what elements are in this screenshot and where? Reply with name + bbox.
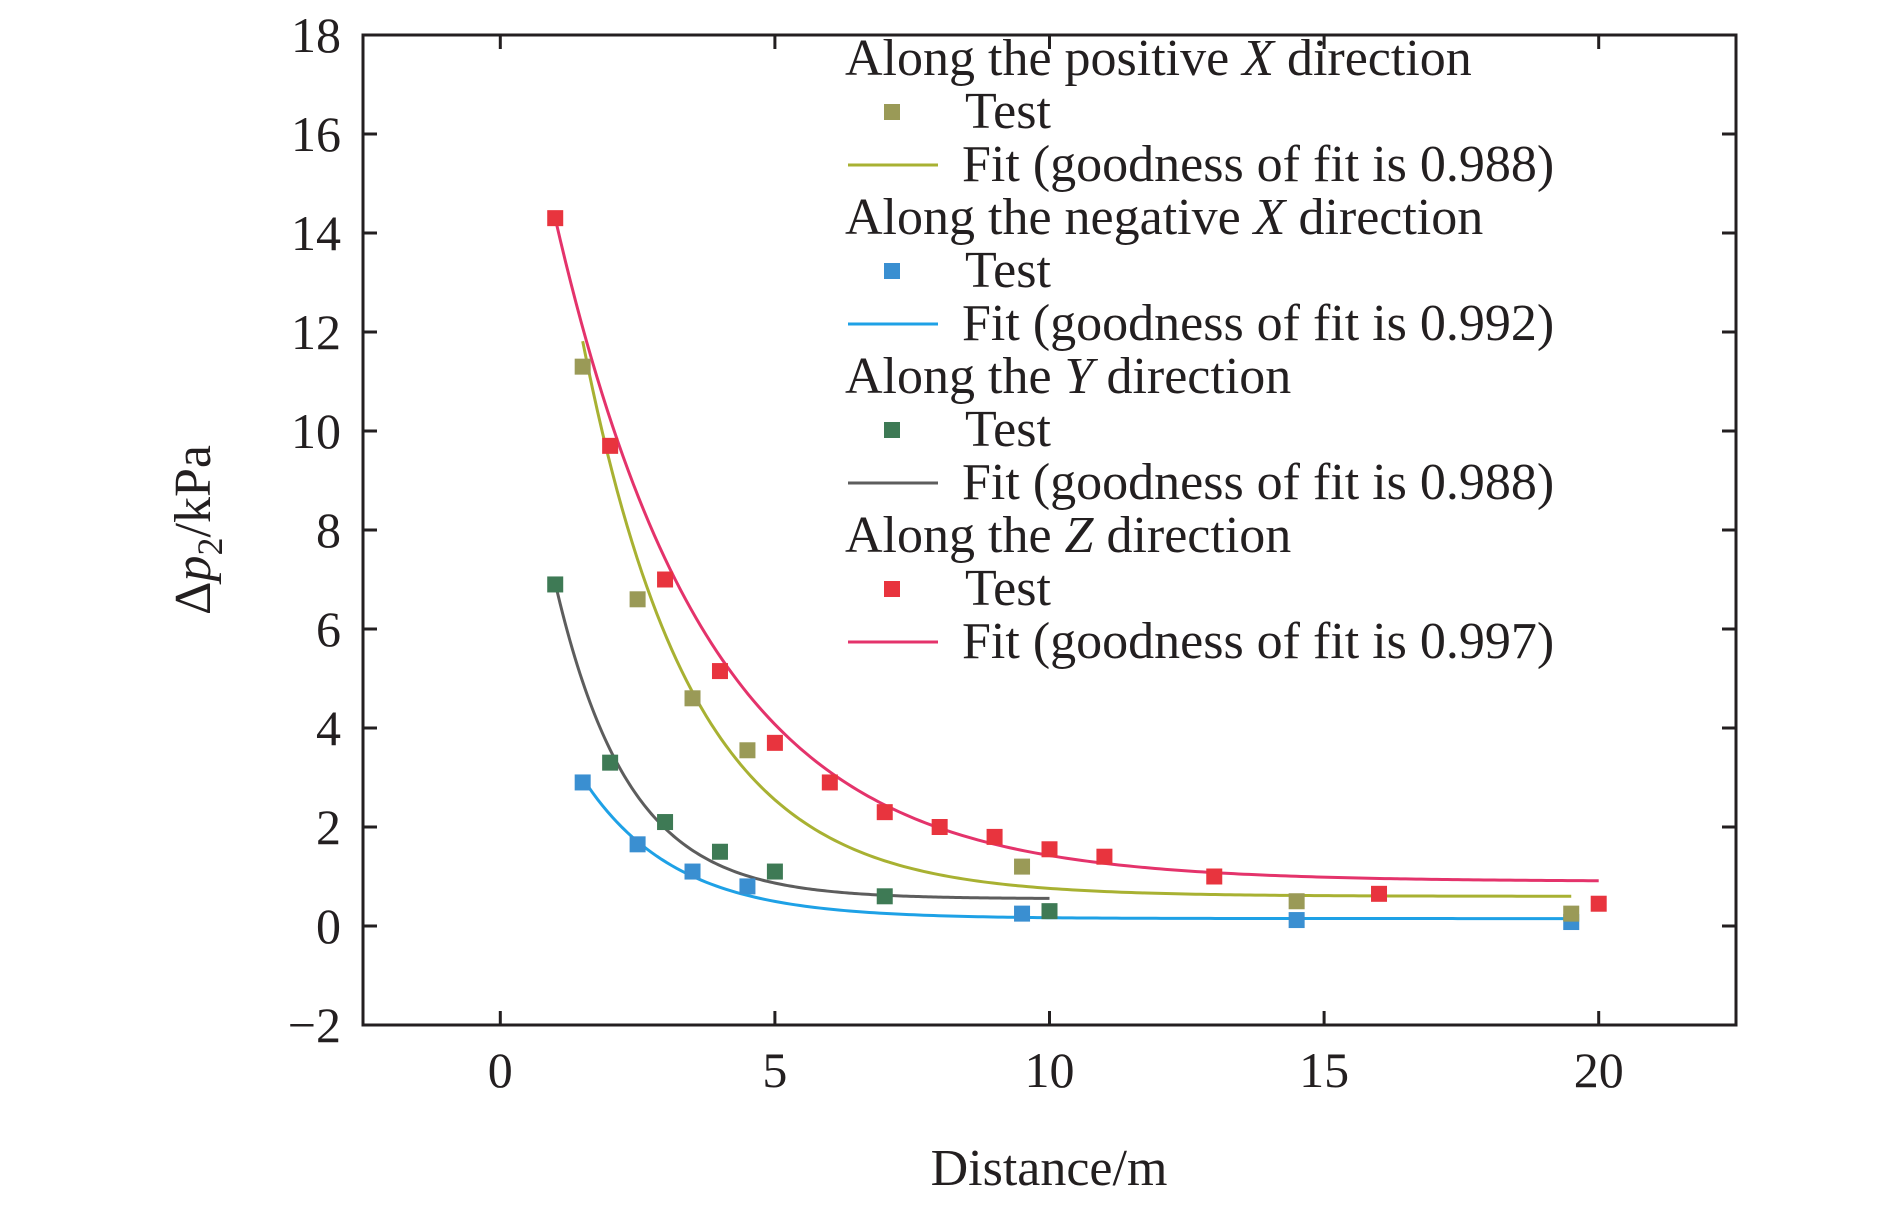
fit-line-series-4 bbox=[553, 218, 1599, 883]
test-point-series-4 bbox=[711, 663, 728, 680]
y-tick-label: 4 bbox=[316, 700, 341, 756]
y-tick-label: 2 bbox=[316, 799, 341, 855]
test-point-series-2 bbox=[1288, 912, 1305, 929]
axis-ticks bbox=[363, 33, 1736, 1027]
legend-heading-post: direction bbox=[1285, 189, 1483, 246]
y-axis-title-delta: Δ bbox=[165, 582, 222, 615]
x-tick-label: 0 bbox=[488, 1042, 513, 1098]
y-tick-label: 16 bbox=[291, 106, 341, 162]
test-point-series-1 bbox=[1014, 858, 1031, 875]
test-point-series-1 bbox=[574, 358, 591, 375]
test-point-series-3 bbox=[547, 576, 564, 593]
test-point-series-4 bbox=[821, 774, 838, 791]
test-point-series-4 bbox=[547, 210, 564, 227]
legend-heading-pre: Along the bbox=[845, 507, 1065, 564]
legend-heading-post: direction bbox=[1093, 348, 1291, 405]
test-point-series-2 bbox=[629, 836, 646, 853]
x-axis-title: Distance/m bbox=[931, 1140, 1168, 1197]
legend-heading-axis: Y bbox=[1065, 348, 1099, 405]
legend-heading-post: direction bbox=[1093, 507, 1291, 564]
legend-heading-pre: Along the bbox=[845, 348, 1065, 405]
test-point-series-4 bbox=[657, 571, 674, 588]
legend-test-marker-series-2 bbox=[884, 263, 900, 279]
test-point-series-4 bbox=[602, 437, 619, 454]
test-point-series-3 bbox=[711, 843, 728, 860]
legend-fit-label-series-2: Fit (goodness of fit is 0.992) bbox=[962, 295, 1554, 352]
y-tick-label: 0 bbox=[316, 898, 341, 954]
legend-test-marker-series-4 bbox=[884, 581, 900, 597]
test-point-series-1 bbox=[1288, 893, 1305, 910]
test-point-series-4 bbox=[986, 828, 1003, 845]
test-point-series-1 bbox=[684, 690, 701, 707]
legend-heading-series-2: Along the negative X direction bbox=[845, 189, 1483, 246]
y-tick-label: 8 bbox=[316, 502, 341, 558]
test-point-series-1 bbox=[1563, 905, 1580, 922]
legend-heading-axis: X bbox=[1252, 189, 1288, 246]
x-tick-label: 15 bbox=[1299, 1042, 1349, 1098]
fit-line-series-2 bbox=[581, 777, 1572, 921]
legend-fit-label-series-4: Fit (goodness of fit is 0.997) bbox=[962, 613, 1554, 670]
fit-line-series-1 bbox=[581, 340, 1572, 898]
legend-heading-series-1: Along the positive X direction bbox=[845, 30, 1472, 87]
y-axis-title-unit: /kPa bbox=[165, 445, 222, 537]
y-tick-label: 14 bbox=[291, 205, 341, 261]
y-tick-label: −2 bbox=[288, 997, 341, 1053]
test-point-series-4 bbox=[766, 734, 783, 751]
fit-curves bbox=[553, 218, 1599, 921]
legend-test-label-series-2: Test bbox=[965, 242, 1051, 299]
test-point-series-1 bbox=[739, 742, 756, 759]
legend-heading-post: direction bbox=[1274, 30, 1472, 87]
legend-fit-label-series-3: Fit (goodness of fit is 0.988) bbox=[962, 454, 1554, 511]
test-point-series-3 bbox=[602, 754, 619, 771]
x-tick-label: 20 bbox=[1574, 1042, 1624, 1098]
test-point-series-4 bbox=[1590, 895, 1607, 912]
legend-test-label-series-1: Test bbox=[965, 83, 1051, 140]
test-point-series-4 bbox=[931, 819, 948, 835]
legend-test-label-series-4: Test bbox=[965, 560, 1051, 617]
test-point-series-4 bbox=[1371, 885, 1388, 902]
test-point-series-4 bbox=[1096, 848, 1113, 865]
test-point-series-2 bbox=[574, 774, 591, 791]
y-tick-label: 12 bbox=[291, 304, 341, 360]
test-point-series-3 bbox=[657, 814, 674, 831]
test-point-series-1 bbox=[629, 591, 646, 608]
x-tick-label: 10 bbox=[1025, 1042, 1075, 1098]
legend-heading-pre: Along the negative bbox=[845, 189, 1254, 246]
y-axis-title: Δp2/kPa bbox=[165, 445, 230, 615]
x-tick-label: 5 bbox=[762, 1042, 787, 1098]
y-tick-label: 18 bbox=[291, 7, 341, 63]
legend-heading-axis: X bbox=[1240, 30, 1276, 87]
test-point-series-4 bbox=[1206, 868, 1223, 885]
fit-line-series-3 bbox=[553, 582, 1050, 900]
y-axis-title-p: p bbox=[165, 556, 222, 586]
test-point-series-2 bbox=[684, 863, 701, 880]
legend-heading-axis: Z bbox=[1065, 507, 1095, 564]
legend-heading-series-3: Along the Y direction bbox=[845, 348, 1291, 405]
legend-test-marker-series-1 bbox=[884, 104, 900, 120]
legend-test-marker-series-3 bbox=[884, 422, 900, 438]
y-tick-label: 10 bbox=[291, 403, 341, 459]
test-point-series-2 bbox=[739, 878, 756, 895]
test-point-series-2 bbox=[1014, 905, 1031, 922]
y-axis-title-subscript: 2 bbox=[190, 538, 230, 556]
test-point-series-3 bbox=[766, 863, 783, 880]
test-point-series-3 bbox=[876, 888, 893, 905]
tick-labels: 0 5 10 15 20 −2 0 2 4 6 8 10 12 14 16 18 bbox=[288, 7, 1624, 1098]
legend-fit-label-series-1: Fit (goodness of fit is 0.988) bbox=[962, 136, 1554, 193]
legend-heading-pre: Along the positive bbox=[845, 30, 1242, 87]
test-point-series-4 bbox=[876, 804, 893, 821]
legend-heading-series-4: Along the Z direction bbox=[845, 507, 1291, 564]
legend-test-label-series-3: Test bbox=[965, 401, 1051, 458]
test-points bbox=[547, 210, 1607, 931]
test-point-series-4 bbox=[1041, 841, 1058, 858]
test-point-series-3 bbox=[1041, 903, 1058, 920]
y-tick-label: 6 bbox=[316, 601, 341, 657]
